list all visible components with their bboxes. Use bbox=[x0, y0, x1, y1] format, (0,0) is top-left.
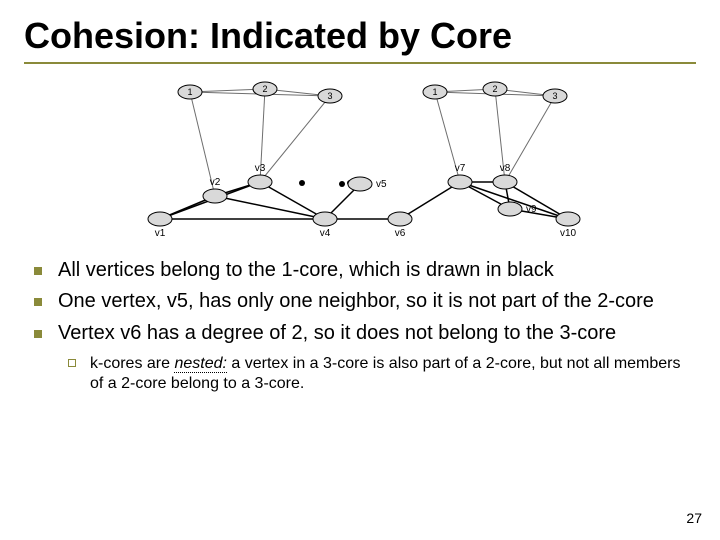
slide-title: Cohesion: Indicated by Core bbox=[24, 16, 696, 64]
svg-text:3: 3 bbox=[327, 91, 332, 101]
sub-text-emph: nested: bbox=[174, 355, 226, 373]
bullet-list: All vertices belong to the 1-core, which… bbox=[34, 258, 686, 347]
bullet-icon bbox=[34, 267, 42, 275]
svg-text:v5: v5 bbox=[376, 179, 387, 190]
bullet-text: Vertex v6 has a degree of 2, so it does … bbox=[58, 321, 616, 347]
bullet-text: One vertex, v5, has only one neighbor, s… bbox=[58, 289, 654, 315]
kcore-diagram: v1 v2 v3 v4 v5 v6 v7 v8 v9 v10 1 2 3 1 2 3 bbox=[100, 74, 620, 244]
sub-bullet-icon bbox=[68, 359, 76, 367]
svg-text:v4: v4 bbox=[320, 228, 331, 239]
svg-text:3: 3 bbox=[552, 91, 557, 101]
svg-text:v6: v6 bbox=[395, 228, 406, 239]
sub-text-lead: k-cores are bbox=[90, 355, 174, 372]
svg-text:v10: v10 bbox=[560, 228, 577, 239]
sub-bullet-list: k-cores are nested: a vertex in a 3-core… bbox=[68, 354, 686, 394]
svg-text:v3: v3 bbox=[255, 163, 266, 174]
svg-text:v7: v7 bbox=[455, 163, 466, 174]
svg-text:1: 1 bbox=[432, 87, 437, 97]
svg-text:v9: v9 bbox=[526, 204, 537, 215]
svg-text:2: 2 bbox=[492, 84, 497, 94]
bullet-item: Vertex v6 has a degree of 2, so it does … bbox=[34, 321, 686, 347]
sub-bullet-text: k-cores are nested: a vertex in a 3-core… bbox=[90, 354, 686, 394]
svg-text:v2: v2 bbox=[210, 177, 221, 188]
bullet-text: All vertices belong to the 1-core, which… bbox=[58, 258, 554, 284]
bullet-icon bbox=[34, 330, 42, 338]
bullet-item: One vertex, v5, has only one neighbor, s… bbox=[34, 289, 686, 315]
bullet-icon bbox=[34, 298, 42, 306]
svg-text:1: 1 bbox=[187, 87, 192, 97]
bullet-item: All vertices belong to the 1-core, which… bbox=[34, 258, 686, 284]
page-number: 27 bbox=[686, 510, 702, 526]
sub-bullet-item: k-cores are nested: a vertex in a 3-core… bbox=[68, 354, 686, 394]
diagram-container: v1 v2 v3 v4 v5 v6 v7 v8 v9 v10 1 2 3 1 2 3 bbox=[24, 74, 696, 244]
svg-text:2: 2 bbox=[262, 84, 267, 94]
svg-text:v1: v1 bbox=[155, 228, 166, 239]
svg-text:v8: v8 bbox=[500, 163, 511, 174]
